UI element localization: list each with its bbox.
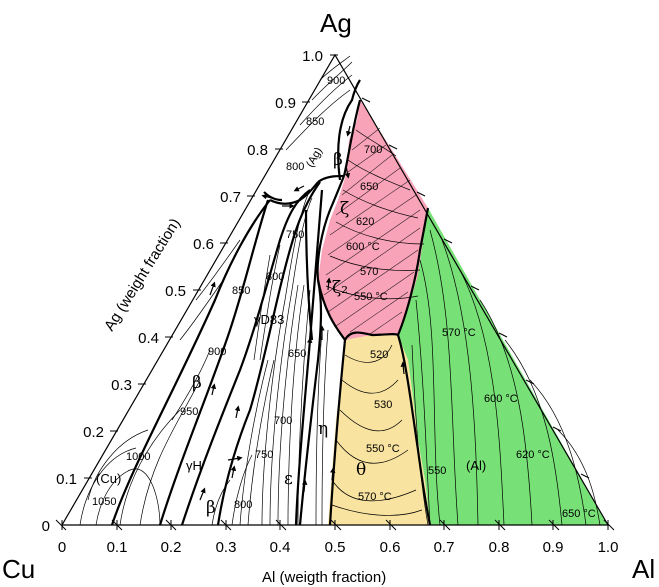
isotherm-label: 900 (327, 75, 345, 87)
phase-label-eta: η (318, 419, 328, 439)
isotherm-label: 570 °C (442, 327, 476, 339)
isotherm-label: 750 (286, 229, 304, 241)
bottom-tick-label: 0.5 (325, 539, 346, 556)
left-tick-labels: 0 0.1 0.2 0.3 0.4 0.5 0.6 0.7 0.8 0.9 1.… (42, 48, 323, 535)
isotherm-label: 800 (234, 499, 252, 511)
phase-label-gamma-d83: γD83 (254, 312, 284, 327)
isotherm-label: 530 (374, 399, 392, 411)
left-tick-label: 0 (42, 518, 50, 535)
left-tick-label: 0.5 (165, 283, 186, 300)
bottom-tick-label: 0.4 (270, 539, 291, 556)
isotherm-label: 550 °C (366, 443, 400, 455)
left-tick-label: 0.2 (83, 424, 104, 441)
arrow-markers (199, 125, 406, 501)
isotherm-label: 1050 (92, 496, 116, 508)
left-axis-title: Ag (weight fraction) (101, 216, 184, 335)
left-tick-label: 0.9 (275, 95, 296, 112)
left-tick-label: 1.0 (302, 48, 323, 65)
bottom-tick-label: 0.3 (216, 539, 237, 556)
bottom-tick-labels: 0 0.1 0.2 0.3 0.4 0.5 0.6 0.7 0.8 0.9 1.… (58, 539, 619, 556)
isotherm-label: 570 °C (358, 491, 392, 503)
phase-label-epsilon: ε (284, 469, 293, 489)
isotherm-label: 570 (360, 266, 378, 278)
bottom-tick-label: 1.0 (598, 539, 619, 556)
left-tick-label: 0.6 (193, 236, 214, 253)
green-region (398, 208, 608, 525)
isotherm-label: 620 (356, 216, 374, 228)
isotherm-label: 850 (232, 285, 250, 297)
phase-label-gamma-h: γH (186, 458, 202, 473)
bottom-tick-label: 0.8 (489, 539, 510, 556)
corner-label-al: Al (632, 554, 655, 584)
isotherm-label: 650 (360, 181, 378, 193)
phase-label-al: (Al) (466, 458, 486, 473)
isotherm-label: 650 °C (562, 508, 596, 520)
bottom-tick-label: 0.2 (161, 539, 182, 556)
left-tick-marks (84, 54, 338, 479)
corner-label-cu: Cu (2, 554, 35, 584)
isotherm-label: 550 °C (354, 291, 388, 303)
phase-label-ag: (Ag) (304, 146, 325, 170)
phase-label-theta: θ (356, 460, 366, 480)
bottom-tick-label: 0.7 (434, 539, 455, 556)
isotherm-labels: 900 850 800 750 800 850 900 950 1000 105… (92, 75, 596, 520)
isotherm-label: 850 (306, 116, 324, 128)
isotherm-label: 1000 (126, 451, 150, 463)
left-tick-label: 0.7 (220, 189, 241, 206)
isotherm-label: 600 °C (484, 393, 518, 405)
bottom-tick-marks (55, 519, 615, 531)
phase-label-zeta2: ζ₂ (332, 278, 348, 298)
isotherm-label: 950 (180, 406, 198, 418)
corner-label-ag: Ag (320, 8, 352, 38)
left-tick-label: 0.8 (247, 142, 268, 159)
isotherm-label: 800 (266, 271, 284, 283)
bottom-tick-label: 0.9 (543, 539, 564, 556)
bottom-tick-label: 0.1 (107, 539, 128, 556)
isotherm-label: 750 (255, 449, 273, 461)
bottom-tick-label: 0 (58, 539, 66, 556)
left-tick-label: 0.3 (111, 377, 132, 394)
phase-label-beta-ag: β (333, 150, 343, 170)
isotherm-label: 600 °C (346, 241, 380, 253)
isotherm-label: 620 °C (516, 449, 550, 461)
isotherm-label: 700 (364, 144, 382, 156)
isotherm-label: 700 (274, 415, 292, 427)
isotherm-label: 550 (428, 465, 446, 477)
isotherm-label: 650 (288, 348, 306, 360)
phase-label-beta-lower: β (206, 498, 216, 518)
isotherm-label: 520 (370, 349, 388, 361)
bottom-axis-title: Al (weigth fraction) (262, 569, 386, 586)
phase-label-zeta: ζ (340, 199, 349, 219)
phase-label-cu: (Cu) (96, 471, 121, 486)
left-tick-label: 0.4 (138, 330, 159, 347)
left-tick-label: 0.1 (56, 471, 77, 488)
bottom-tick-label: 0.6 (380, 539, 401, 556)
right-tick-marks (361, 97, 590, 479)
isotherm-label: 900 (208, 346, 226, 358)
phase-label-beta-upper: β (192, 373, 202, 393)
pink-hatching (323, 127, 421, 335)
yellow-region (328, 335, 430, 525)
isotherm-label: 800 (286, 161, 304, 173)
